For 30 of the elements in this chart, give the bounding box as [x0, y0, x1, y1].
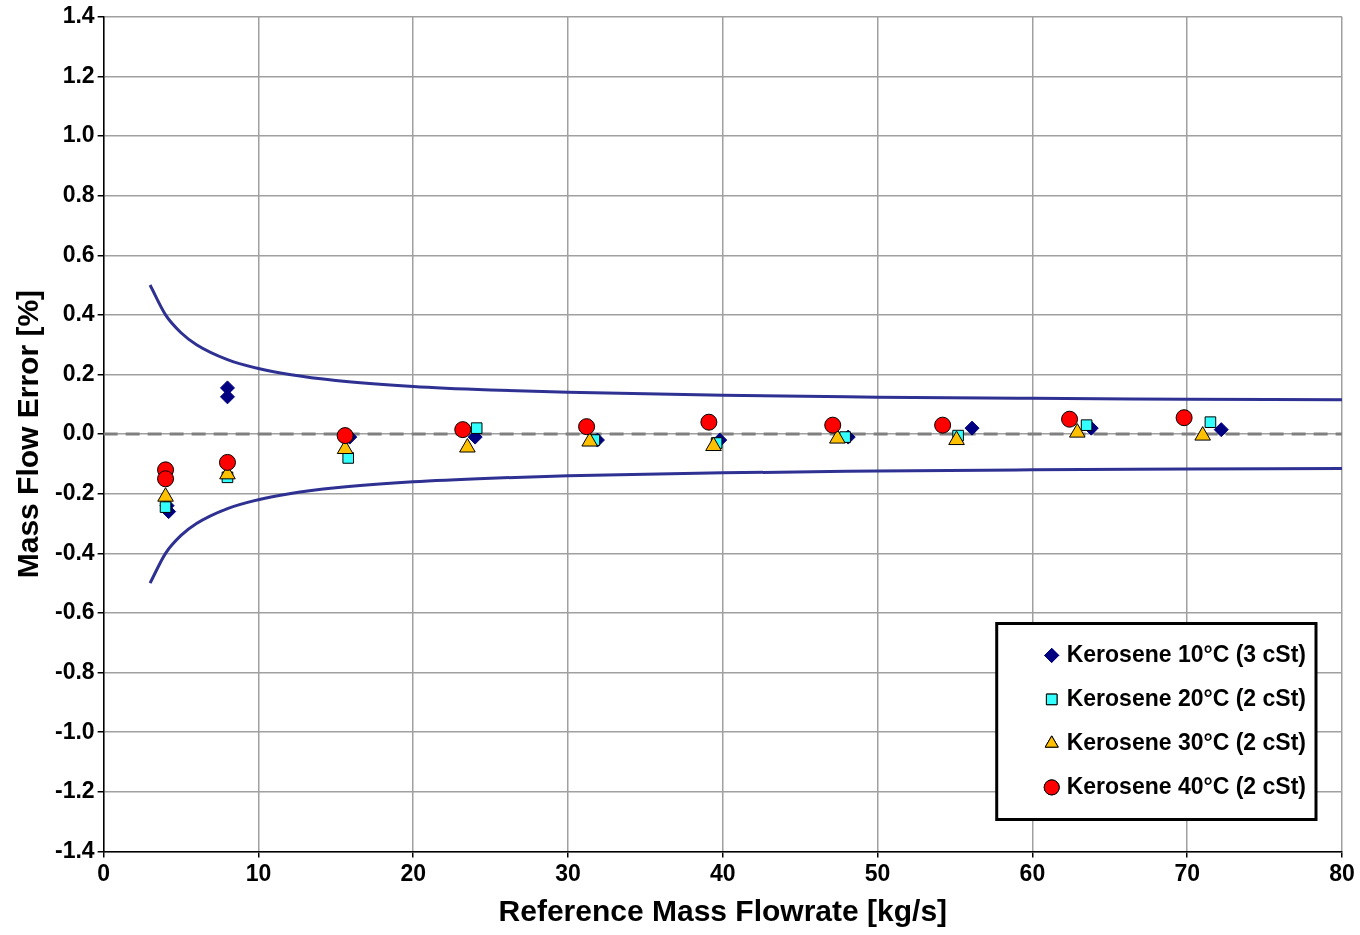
y-tick-label: -1.0: [54, 717, 95, 744]
y-tick-label: 1.0: [62, 121, 95, 148]
legend-label: Kerosene 10°C (3 cSt): [1066, 640, 1307, 667]
x-tick-label: 80: [1329, 859, 1355, 886]
legend-label: Kerosene 30°C (2 cSt): [1066, 728, 1307, 755]
y-tick-label: -1.2: [54, 777, 95, 804]
x-axis-title: Reference Mass Flowrate [kg/s]: [498, 894, 948, 928]
x-tick-label: 0: [97, 859, 111, 886]
y-tick-label: 1.4: [62, 2, 95, 29]
y-tick-label: -0.8: [54, 657, 95, 684]
x-tick-label: 10: [245, 859, 272, 886]
y-tick-label: -1.4: [54, 836, 95, 863]
legend-label: Kerosene 40°C (2 cSt): [1066, 772, 1307, 799]
legend-label: Kerosene 20°C (2 cSt): [1066, 684, 1307, 711]
y-tick-label: 0.0: [62, 419, 95, 446]
x-tick-label: 40: [710, 859, 736, 886]
y-tick-label: -0.4: [54, 538, 95, 565]
x-tick-label: 60: [1019, 859, 1046, 886]
y-tick-label: 0.6: [62, 240, 95, 267]
x-tick-label: 20: [400, 859, 427, 886]
x-tick-label: 70: [1174, 859, 1200, 886]
y-tick-label: -0.2: [54, 479, 95, 506]
y-tick-label: 0.8: [62, 180, 95, 207]
y-tick-label: 0.2: [62, 359, 95, 386]
x-tick-label: 30: [555, 859, 581, 886]
y-axis-title: Mass Flow Error [%]: [11, 289, 45, 579]
x-tick-label: 50: [864, 859, 891, 886]
y-tick-label: -0.6: [54, 598, 95, 625]
y-tick-label: 1.2: [62, 61, 95, 88]
y-tick-label: 0.4: [62, 300, 95, 327]
